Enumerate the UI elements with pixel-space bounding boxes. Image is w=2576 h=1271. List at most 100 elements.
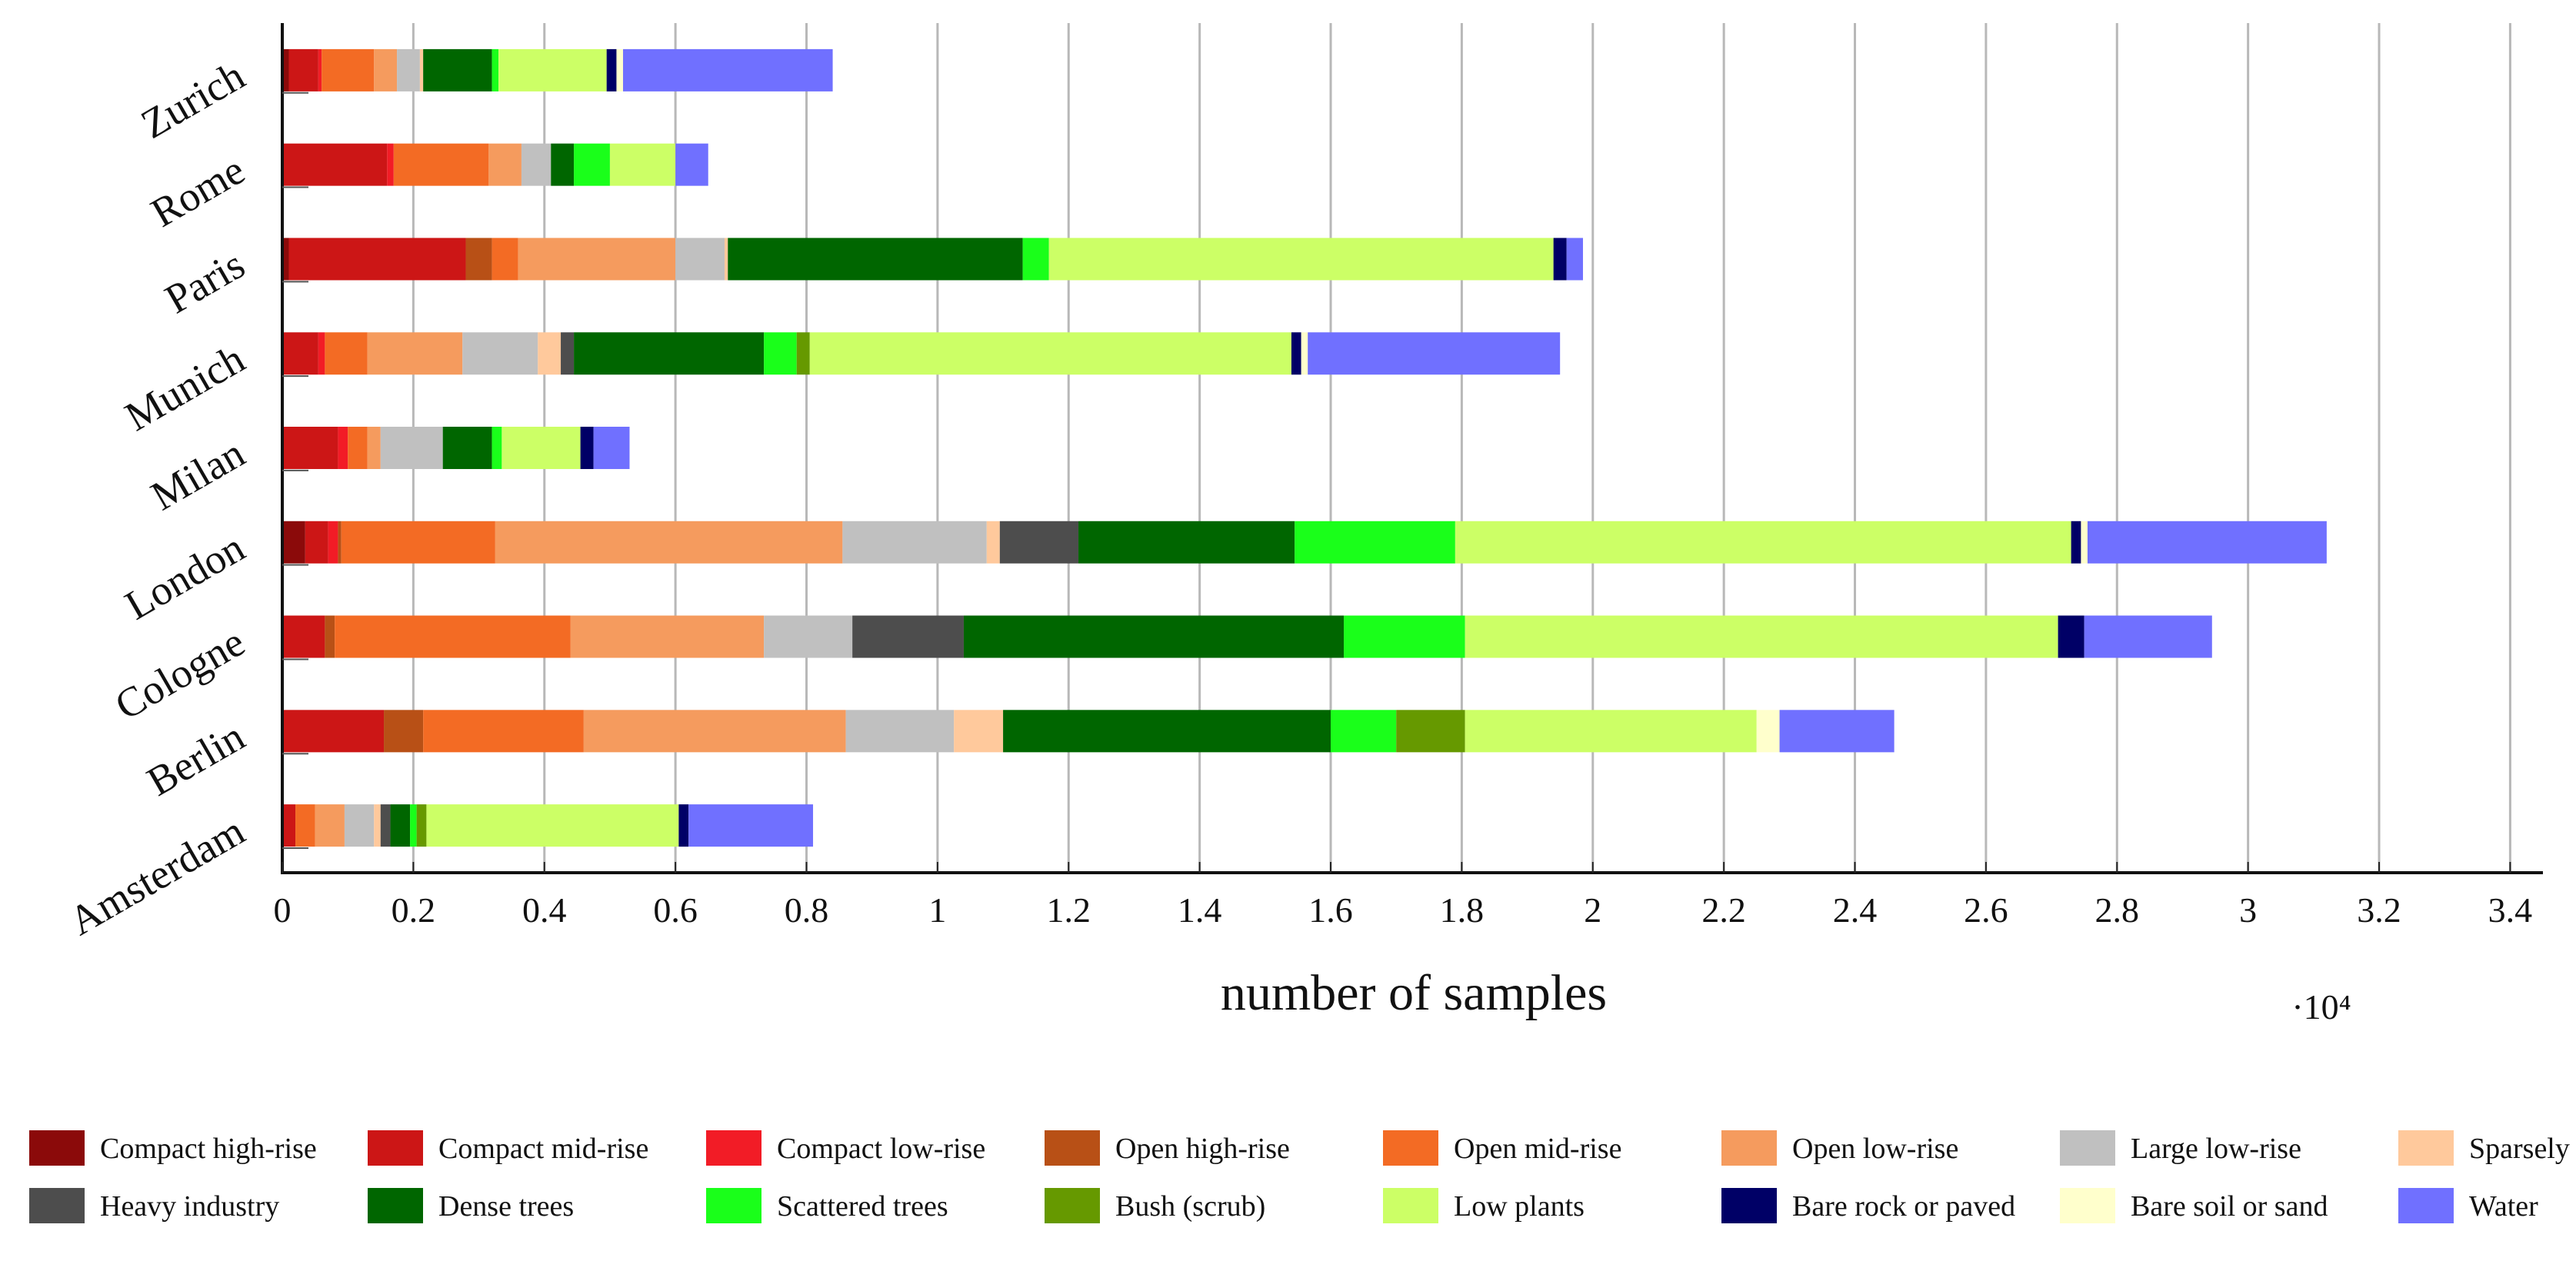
legend-label: Large low-rise xyxy=(2131,1133,2301,1165)
legend-label: Compact mid-rise xyxy=(438,1133,648,1165)
legend-label: Open high-rise xyxy=(1115,1133,1290,1165)
x-tick-label: 1 xyxy=(928,890,946,930)
legend-label: Heavy industry xyxy=(100,1190,279,1223)
category-label: Milan xyxy=(143,430,252,519)
category-label: Munich xyxy=(118,335,252,440)
bar-segment xyxy=(325,332,368,375)
bar-segment xyxy=(764,615,853,658)
bar-segment xyxy=(393,143,489,186)
bar-segment xyxy=(518,238,676,281)
bar-segment xyxy=(387,143,394,186)
bar-segment xyxy=(465,238,492,281)
bar-segment xyxy=(1455,521,2071,564)
bar-segment xyxy=(341,521,495,564)
bar-segment xyxy=(282,332,318,375)
bar-segment xyxy=(282,238,289,281)
bar-segment xyxy=(338,427,348,469)
legend-swatch xyxy=(2060,1188,2115,1223)
bar-segment xyxy=(328,521,338,564)
bar-segment xyxy=(622,48,833,91)
bar-segment xyxy=(423,710,584,753)
legend-label: Open low-rise xyxy=(1792,1133,1958,1165)
bar-segment xyxy=(495,521,843,564)
bar-segment xyxy=(616,48,623,91)
bar-segment xyxy=(282,710,385,753)
legend-label: Compact low-rise xyxy=(777,1133,985,1165)
bar-segment xyxy=(318,48,322,91)
bar-segment xyxy=(380,804,391,847)
category-label: London xyxy=(118,524,252,629)
category-label: Zurich xyxy=(133,52,252,148)
bar-segment xyxy=(325,615,335,658)
x-tick-label: 2.6 xyxy=(1964,890,2008,930)
legend-item: Open mid-rise xyxy=(1383,1130,1621,1166)
bar-segment xyxy=(842,521,987,564)
bar-segment xyxy=(390,804,411,847)
bar-segment xyxy=(688,804,814,847)
bar-segment xyxy=(574,332,765,375)
bar-segment xyxy=(492,238,518,281)
x-tick-label: 3.4 xyxy=(2488,890,2533,930)
bar-segment xyxy=(574,143,610,186)
x-tick-label: 1.4 xyxy=(1178,890,1222,930)
legend-label: Dense trees xyxy=(438,1190,574,1223)
category-label: Rome xyxy=(143,147,252,236)
bar-segment xyxy=(1779,710,1895,753)
bar-segment xyxy=(1553,238,1567,281)
bar-segment xyxy=(2071,521,2081,564)
x-ticks: 0 0.2 0.4 0.6 0.8 1 1.2 1.4 1.6 1.8 2 2.2 2.4 2.6 2.8 3… xyxy=(274,862,2533,930)
bar-segment xyxy=(678,804,689,847)
legend-swatch xyxy=(29,1130,85,1166)
grid xyxy=(412,23,2511,873)
legend-swatch xyxy=(2060,1130,2115,1166)
bar-segment xyxy=(2087,521,2327,564)
legend-swatch xyxy=(2398,1130,2454,1166)
bar-segment xyxy=(1465,615,2058,658)
bar-segment xyxy=(498,48,607,91)
bar-segment xyxy=(1048,238,1554,281)
bar-segment xyxy=(2084,615,2212,658)
bar-segment xyxy=(845,710,955,753)
bar-segment xyxy=(305,521,328,564)
bar-segment xyxy=(725,238,728,281)
bar-segment xyxy=(384,710,424,753)
bar-segment xyxy=(282,521,305,564)
x-tick-label: 1.6 xyxy=(1308,890,1353,930)
legend-item: Sparsely built xyxy=(2398,1130,2576,1166)
bar-segment xyxy=(374,48,398,91)
axes xyxy=(281,23,2543,874)
legend-label: Open mid-rise xyxy=(1454,1133,1621,1165)
x-tick-label: 2.4 xyxy=(1833,890,1878,930)
bar-segment xyxy=(416,804,427,847)
bar-segment xyxy=(1301,332,1308,375)
bar-segment xyxy=(410,804,417,847)
bar-segment xyxy=(593,427,630,469)
bar-segment xyxy=(374,804,381,847)
bar-segment xyxy=(318,332,325,375)
category-label: Paris xyxy=(157,241,252,322)
bar-segment xyxy=(1566,238,1583,281)
x-tick-label: 2.2 xyxy=(1701,890,1746,930)
x-axis-title: number of samples xyxy=(1221,965,1607,1021)
bar-segment xyxy=(338,521,342,564)
legend-label: Sparsely built xyxy=(2469,1133,2576,1165)
x-tick-label: 1.8 xyxy=(1440,890,1485,930)
bar-segment xyxy=(1465,710,1757,753)
bar-segment xyxy=(1396,710,1465,753)
legend-swatch xyxy=(706,1130,761,1166)
x-tick-label: 1.2 xyxy=(1047,890,1091,930)
bar-segment xyxy=(344,804,375,847)
x-tick-label: 0.4 xyxy=(522,890,567,930)
bar-segment xyxy=(462,332,538,375)
bar-segment xyxy=(852,615,964,658)
bar-segment xyxy=(282,48,289,91)
bar-segment xyxy=(367,332,463,375)
bar-segment xyxy=(1295,521,1455,564)
bar-segment xyxy=(2058,615,2084,658)
bar-segment xyxy=(367,427,381,469)
bar-segment xyxy=(1003,710,1331,753)
legend-label: Bare soil or sand xyxy=(2131,1190,2328,1223)
legend-item: Open low-rise xyxy=(1721,1130,1958,1166)
